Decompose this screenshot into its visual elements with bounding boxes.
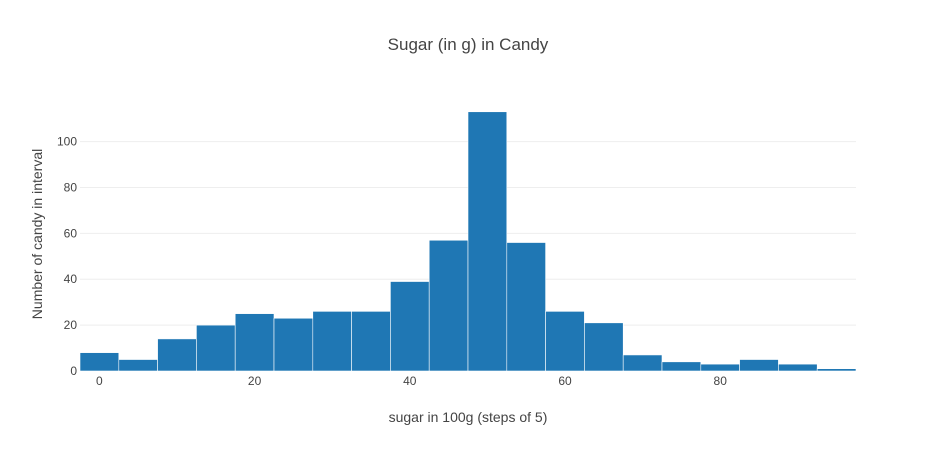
y-axis-label: Number of candy in interval: [29, 149, 45, 319]
histogram-bar: [390, 281, 430, 372]
x-tick-label: 80: [714, 374, 728, 388]
histogram-bar: [778, 363, 818, 372]
histogram-bar: [157, 338, 197, 372]
histogram-bar: [584, 322, 624, 372]
x-axis-ticks: 0 20 40 60 80: [96, 374, 727, 388]
histogram-bar: [816, 368, 857, 372]
x-tick-label: 20: [248, 374, 262, 388]
y-tick-label: 20: [64, 318, 78, 332]
histogram-bar: [622, 354, 663, 372]
y-tick-label: 80: [64, 180, 78, 194]
x-axis-label: sugar in 100g (steps of 5): [389, 409, 548, 425]
y-tick-label: 40: [64, 272, 78, 286]
histogram-bar: [467, 111, 508, 372]
y-tick-label: 100: [57, 135, 77, 149]
histogram-bar: [739, 359, 779, 372]
histogram-bar: [273, 317, 314, 372]
histogram-bar: [700, 363, 740, 372]
chart-title: Sugar (in g) in Candy: [388, 35, 549, 54]
histogram-bar: [234, 313, 275, 372]
histogram-bar: [312, 311, 352, 372]
histogram-bar: [545, 311, 585, 372]
x-tick-label: 60: [558, 374, 572, 388]
y-tick-label: 0: [70, 364, 77, 378]
histogram-bars: [79, 111, 857, 372]
histogram-bar: [79, 352, 120, 372]
histogram-bar: [661, 361, 702, 372]
histogram-bar: [196, 324, 236, 372]
y-tick-label: 60: [64, 226, 78, 240]
y-axis-ticks: 0 20 40 60 80 100: [57, 135, 77, 378]
histogram-bar: [428, 239, 469, 372]
x-tick-label: 40: [403, 374, 417, 388]
histogram-bar: [118, 359, 158, 372]
histogram-bar: [351, 311, 391, 372]
histogram-bar: [506, 242, 546, 372]
x-tick-label: 0: [96, 374, 103, 388]
